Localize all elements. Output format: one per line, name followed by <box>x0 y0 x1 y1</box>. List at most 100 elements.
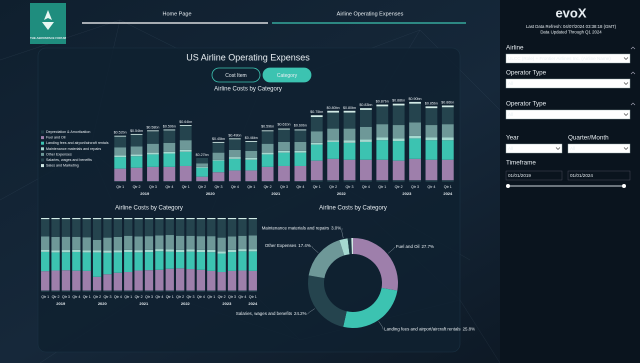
toggle-button[interactable] <box>262 67 312 83</box>
total-label: $0.80bn <box>327 106 340 110</box>
bar-segment <box>245 141 258 142</box>
bar-segment <box>41 219 50 237</box>
bar-segment <box>278 181 290 182</box>
bar-segment <box>72 270 81 291</box>
bar-segment <box>227 219 237 237</box>
bar-segment <box>217 218 226 220</box>
bar-segment <box>147 181 159 182</box>
filter-dropdown[interactable] <box>505 78 631 89</box>
dashboard-title: US Airline Operating Expenses <box>186 52 310 62</box>
bar-segment <box>130 154 143 157</box>
bar-segment <box>92 239 102 251</box>
bar-segment <box>175 268 185 291</box>
bar-segment <box>92 219 102 240</box>
x-tick-label: Qtr 3 <box>411 185 419 189</box>
bar-segment <box>248 249 257 252</box>
slider-handle[interactable] <box>622 184 626 188</box>
bar-segment <box>179 125 192 141</box>
filter-dropdown[interactable] <box>567 143 631 154</box>
donut-label-name: Salaries, wages and benefits <box>236 311 293 316</box>
bar-segment <box>51 290 60 292</box>
toggle-button[interactable] <box>211 67 261 83</box>
bar-segment <box>425 137 438 141</box>
bar-segment <box>425 125 438 138</box>
x-tick-label: Qtr 3 <box>149 185 157 189</box>
bar-segment <box>113 218 123 220</box>
bar-segment <box>61 252 71 271</box>
donut-slice <box>351 238 353 255</box>
filter-label: Quarter/Month <box>568 135 609 142</box>
x-tick-label: Qtr 4 <box>238 295 246 299</box>
x-tick-label: Qtr 4 <box>296 185 304 189</box>
filter-label: Operator Type <box>506 70 547 77</box>
bar-segment <box>212 172 225 182</box>
bar-segment <box>409 138 421 159</box>
date-input[interactable] <box>505 170 563 181</box>
bar-segment <box>155 218 164 220</box>
bar-segment <box>425 159 438 181</box>
total-label: $0.52bn <box>114 131 127 135</box>
bar-segment <box>130 134 143 147</box>
bar-segment <box>248 235 257 250</box>
bar-segment <box>238 219 247 236</box>
bar-segment <box>294 150 307 153</box>
x-tick-label: Qtr 2 <box>264 185 272 189</box>
bar-segment <box>310 144 323 161</box>
bar-segment <box>147 131 159 144</box>
filter-label: Airline <box>506 45 524 52</box>
bar-segment <box>228 138 241 140</box>
bar-segment <box>103 250 112 253</box>
bar-segment <box>179 181 192 182</box>
bar-segment <box>248 270 257 291</box>
donut-label-value: 3.0% <box>331 225 341 230</box>
toggle-buttons: Cost Item Category <box>211 67 312 83</box>
bar-segment <box>207 270 216 291</box>
bar-segment <box>245 157 258 160</box>
bar-segment <box>360 126 372 140</box>
bar-segment <box>409 180 421 182</box>
bar-segment <box>165 219 174 236</box>
bar-segment <box>441 180 454 182</box>
filter-dropdown[interactable] <box>505 143 563 154</box>
bar-segment <box>144 219 154 237</box>
bar-segment <box>217 253 226 273</box>
bar-segment <box>165 235 174 250</box>
nav-link-active[interactable]: Airline Operating Expenses <box>337 11 404 17</box>
bar-segment <box>41 218 50 220</box>
bar-segment <box>82 290 91 292</box>
bar-segment <box>114 181 127 182</box>
filter-dropdown[interactable] <box>505 53 631 64</box>
bar-segment <box>163 181 176 182</box>
bar-segment <box>217 272 226 291</box>
bar-segment <box>186 249 195 252</box>
bar-segment <box>228 149 241 158</box>
date-input[interactable] <box>567 170 631 181</box>
bar-segment <box>327 112 340 129</box>
bar-segment <box>441 137 454 141</box>
slider-handle[interactable] <box>506 184 510 188</box>
x-tick-label: Qtr 1 <box>313 185 321 189</box>
bar-segment <box>155 269 164 291</box>
bar-segment <box>92 250 102 253</box>
bar-segment <box>441 105 454 108</box>
bar-segment <box>212 181 225 182</box>
bar-segment <box>134 219 143 237</box>
bar-segment <box>217 237 226 252</box>
bar-segment <box>245 159 258 171</box>
filter-dropdown[interactable] <box>505 109 631 120</box>
total-label: $0.61bn <box>278 123 291 127</box>
bar-segment <box>175 218 185 220</box>
dropdown-chevron <box>623 147 629 150</box>
bar-segment <box>147 166 159 182</box>
bar-segment <box>124 219 133 236</box>
total-label: $0.85bn <box>425 101 438 105</box>
bar-segment <box>103 274 112 291</box>
bar-segment <box>278 150 290 153</box>
nav-link[interactable]: Home Page <box>162 11 191 17</box>
bar-segment <box>103 218 112 220</box>
bar-segment <box>130 133 143 135</box>
bar-segment <box>196 176 208 182</box>
bar-segment <box>82 218 91 220</box>
bar-segment <box>144 236 154 250</box>
